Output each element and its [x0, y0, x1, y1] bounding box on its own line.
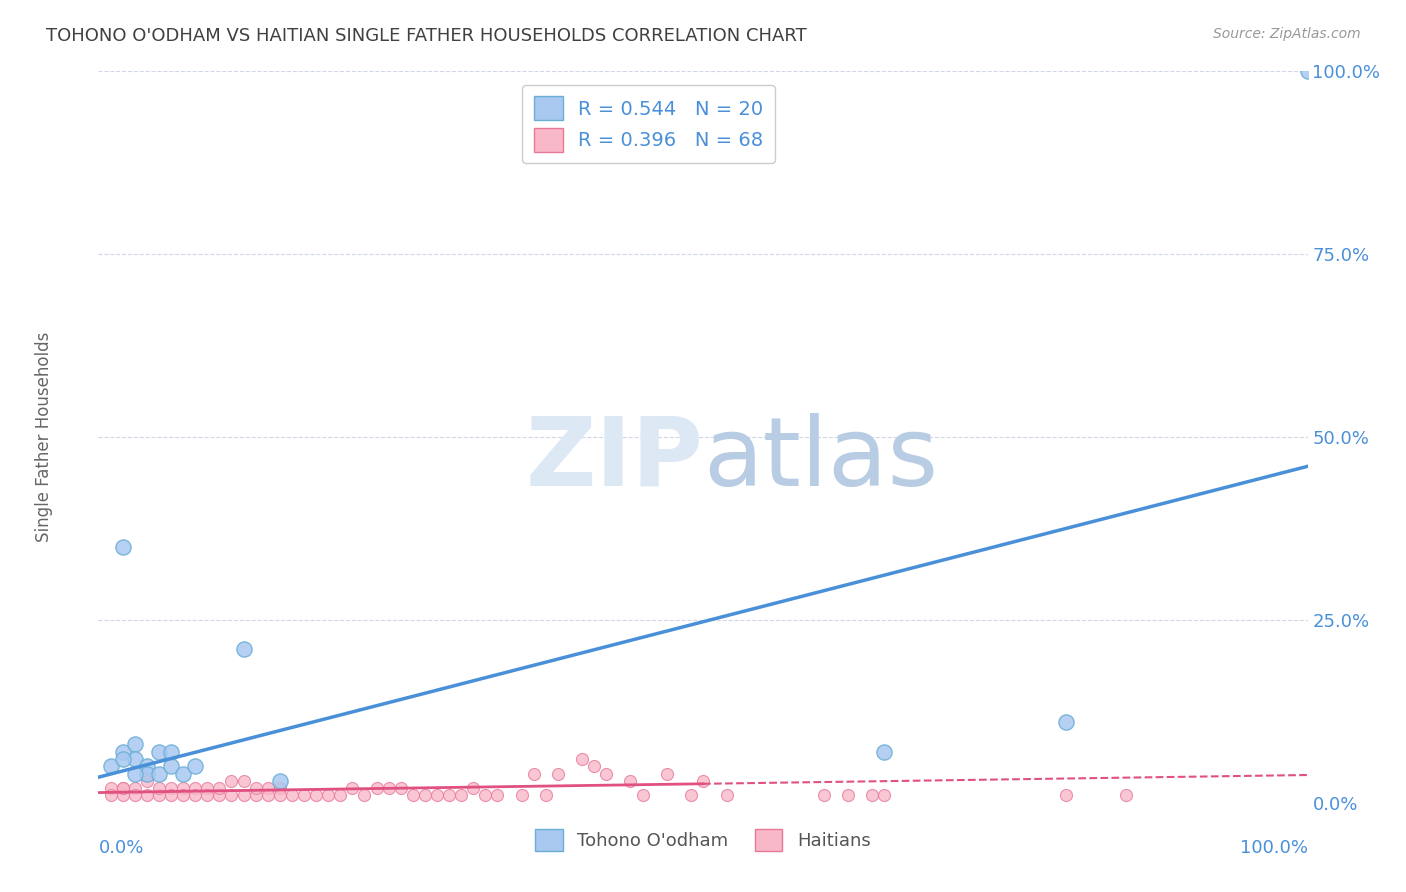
Point — [631, 789, 654, 803]
Point — [1115, 789, 1137, 803]
Point — [860, 789, 883, 803]
Point — [377, 781, 399, 796]
Point — [402, 789, 425, 803]
Text: Single Father Households: Single Father Households — [35, 332, 53, 542]
Point — [124, 737, 146, 751]
Point — [269, 789, 291, 803]
Point — [221, 789, 243, 803]
Point — [595, 766, 617, 780]
Point — [111, 781, 134, 796]
Point — [679, 789, 702, 803]
Point — [100, 789, 122, 803]
Point — [873, 789, 896, 803]
Point — [269, 781, 291, 796]
Point — [232, 789, 254, 803]
Point — [655, 766, 678, 780]
Point — [256, 781, 278, 796]
Point — [221, 773, 243, 788]
Point — [292, 789, 315, 803]
Text: ZIP: ZIP — [524, 412, 703, 506]
Point — [1054, 715, 1077, 730]
Point — [124, 766, 146, 780]
Point — [195, 789, 218, 803]
Point — [135, 766, 157, 780]
Point — [100, 781, 122, 796]
Point — [172, 766, 194, 780]
Point — [426, 789, 449, 803]
Point — [413, 789, 436, 803]
Point — [463, 781, 485, 796]
Point — [316, 789, 339, 803]
Point — [148, 745, 170, 759]
Point — [124, 752, 146, 766]
Point — [305, 789, 328, 803]
Point — [873, 745, 896, 759]
Point — [160, 759, 183, 773]
Point — [111, 540, 134, 554]
Point — [124, 781, 146, 796]
Point — [148, 789, 170, 803]
Point — [232, 642, 254, 657]
Text: TOHONO O'ODHAM VS HAITIAN SINGLE FATHER HOUSEHOLDS CORRELATION CHART: TOHONO O'ODHAM VS HAITIAN SINGLE FATHER … — [46, 27, 807, 45]
Point — [184, 781, 207, 796]
Point — [172, 781, 194, 796]
Point — [184, 759, 207, 773]
Point — [329, 789, 352, 803]
Point — [160, 745, 183, 759]
Point — [353, 789, 375, 803]
Point — [269, 773, 291, 788]
Text: Source: ZipAtlas.com: Source: ZipAtlas.com — [1213, 27, 1361, 41]
Text: 100.0%: 100.0% — [1240, 839, 1308, 857]
Point — [523, 766, 546, 780]
Point — [195, 781, 218, 796]
Point — [148, 781, 170, 796]
Point — [474, 789, 496, 803]
Point — [184, 789, 207, 803]
Point — [208, 789, 231, 803]
Point — [135, 789, 157, 803]
Point — [571, 752, 593, 766]
Point — [111, 752, 134, 766]
Legend: Tohono O'odham, Haitians: Tohono O'odham, Haitians — [526, 820, 880, 860]
Point — [437, 789, 460, 803]
Point — [256, 789, 278, 803]
Point — [111, 745, 134, 759]
Point — [716, 789, 738, 803]
Point — [534, 789, 557, 803]
Point — [837, 789, 859, 803]
Point — [172, 789, 194, 803]
Point — [342, 781, 364, 796]
Point — [232, 773, 254, 788]
Point — [1054, 789, 1077, 803]
Point — [547, 766, 569, 780]
Point — [486, 789, 509, 803]
Text: atlas: atlas — [703, 412, 938, 506]
Point — [366, 781, 388, 796]
Point — [135, 773, 157, 788]
Point — [124, 789, 146, 803]
Point — [245, 781, 267, 796]
Point — [111, 789, 134, 803]
Point — [160, 781, 183, 796]
Point — [813, 789, 835, 803]
Point — [389, 781, 412, 796]
Point — [281, 789, 304, 803]
Point — [510, 789, 533, 803]
Point — [208, 781, 231, 796]
Point — [245, 789, 267, 803]
Point — [692, 773, 714, 788]
Point — [160, 789, 183, 803]
Point — [111, 781, 134, 796]
Point — [148, 766, 170, 780]
Point — [450, 789, 472, 803]
Point — [100, 759, 122, 773]
Point — [135, 759, 157, 773]
Point — [1296, 64, 1319, 78]
Point — [583, 759, 606, 773]
Point — [619, 773, 641, 788]
Text: 0.0%: 0.0% — [98, 839, 143, 857]
